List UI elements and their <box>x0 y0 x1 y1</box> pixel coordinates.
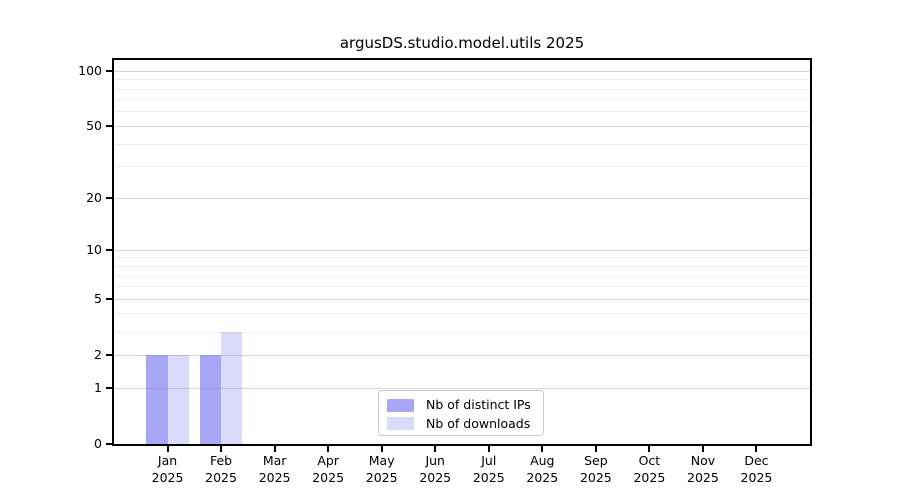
x-tick-label: Mar 2025 <box>235 453 315 486</box>
x-tick-mark <box>273 446 276 452</box>
x-tick-mark <box>487 446 490 452</box>
y-gridline <box>114 249 810 251</box>
x-tick-year: 2025 <box>365 469 398 485</box>
x-tick-month: Feb <box>209 453 233 468</box>
y-tick-mark <box>106 125 112 128</box>
x-tick-label: Jul 2025 <box>449 453 529 486</box>
x-tick-mark <box>220 446 223 452</box>
x-tick-month: Dec <box>744 453 769 468</box>
y-minor-gridline <box>114 275 810 277</box>
y-tick-mark <box>106 249 112 252</box>
y-minor-gridline <box>114 331 810 333</box>
y-tick-mark <box>106 197 112 200</box>
y-minor-gridline <box>114 99 810 101</box>
x-tick-label: Apr 2025 <box>288 453 368 486</box>
x-tick-label: Jan 2025 <box>128 453 208 486</box>
x-tick-year: 2025 <box>579 469 612 485</box>
x-tick-mark <box>166 446 169 452</box>
y-minor-gridline <box>114 111 810 113</box>
y-gridline <box>114 70 810 72</box>
x-tick-mark <box>327 446 330 452</box>
x-tick-year: 2025 <box>258 469 291 485</box>
bar-downloads <box>221 332 243 444</box>
y-tick-label: 0 <box>94 436 102 451</box>
y-tick-label: 10 <box>86 242 102 258</box>
y-tick-label: 1 <box>94 380 102 395</box>
x-tick-label: Oct 2025 <box>609 453 689 486</box>
y-minor-gridline <box>114 286 810 288</box>
y-minor-gridline <box>114 79 810 81</box>
x-tick-mark <box>380 446 383 452</box>
legend-swatch <box>387 398 414 412</box>
x-tick-label: Dec 2025 <box>716 453 796 486</box>
y-tick-mark <box>106 387 112 389</box>
x-tick-month: Jun <box>425 453 445 468</box>
y-tick-label: 5 <box>94 291 102 307</box>
y-minor-gridline <box>114 266 810 267</box>
x-tick-mark <box>434 446 437 452</box>
x-tick-month: Nov <box>690 453 716 468</box>
y-minor-gridline <box>114 166 810 168</box>
y-tick-label: 100 <box>78 63 102 79</box>
y-minor-gridline <box>114 143 810 145</box>
legend-row: Nb of downloads <box>387 415 535 434</box>
bar-distinct-ips <box>199 355 222 444</box>
x-tick-year: 2025 <box>740 469 773 485</box>
x-tick-label: Jun 2025 <box>395 453 475 486</box>
legend: Nb of distinct IPs Nb of downloads <box>378 390 544 436</box>
x-tick-label: Nov 2025 <box>663 453 743 486</box>
x-tick-month: Oct <box>638 453 661 468</box>
x-tick-month: Jul <box>481 453 497 468</box>
y-minor-gridline <box>114 313 810 315</box>
y-minor-gridline <box>114 257 810 259</box>
legend-row: Nb of distinct IPs <box>387 396 535 415</box>
x-tick-year: 2025 <box>151 469 184 485</box>
y-tick-label: 2 <box>94 347 102 363</box>
y-gridline <box>114 125 810 127</box>
x-tick-year: 2025 <box>312 469 345 485</box>
y-minor-gridline <box>114 88 810 90</box>
x-tick-month: Apr <box>317 453 339 468</box>
x-tick-mark <box>541 446 544 452</box>
x-tick-year: 2025 <box>526 469 559 485</box>
y-tick-label: 50 <box>86 118 102 134</box>
x-tick-month: Sep <box>584 453 608 468</box>
x-tick-mark <box>594 446 597 452</box>
bar-distinct-ips <box>146 355 168 444</box>
y-tick-mark <box>106 443 112 445</box>
x-tick-month: Jan <box>157 453 178 468</box>
x-tick-label: May 2025 <box>342 453 422 486</box>
y-gridline <box>114 354 810 356</box>
x-tick-label: Feb 2025 <box>181 453 261 486</box>
legend-label: Nb of distinct IPs <box>426 397 531 413</box>
legend-swatch <box>387 417 414 431</box>
x-tick-year: 2025 <box>419 469 452 485</box>
plot-area <box>112 58 812 446</box>
x-tick-label: Sep 2025 <box>556 453 636 486</box>
y-gridline <box>114 387 810 389</box>
y-tick-mark <box>106 354 112 357</box>
y-tick-mark <box>106 70 112 73</box>
x-tick-year: 2025 <box>633 469 666 485</box>
x-tick-year: 2025 <box>687 469 719 485</box>
bar-downloads <box>167 355 189 444</box>
x-tick-month: Mar <box>262 453 287 468</box>
x-tick-mark <box>648 446 651 452</box>
chart-title: argusDS.studio.model.utils 2025 <box>339 34 585 52</box>
x-tick-label: Aug 2025 <box>502 453 582 486</box>
y-gridline <box>114 298 810 300</box>
legend-label: Nb of downloads <box>426 415 531 431</box>
y-tick-mark <box>106 298 112 301</box>
y-gridline <box>114 197 810 199</box>
x-tick-month: May <box>368 453 395 468</box>
y-tick-label: 20 <box>86 190 102 206</box>
x-tick-year: 2025 <box>205 469 237 485</box>
x-tick-month: Aug <box>530 453 555 468</box>
x-tick-mark <box>701 446 704 452</box>
x-tick-mark <box>755 446 758 452</box>
x-tick-year: 2025 <box>472 469 505 485</box>
